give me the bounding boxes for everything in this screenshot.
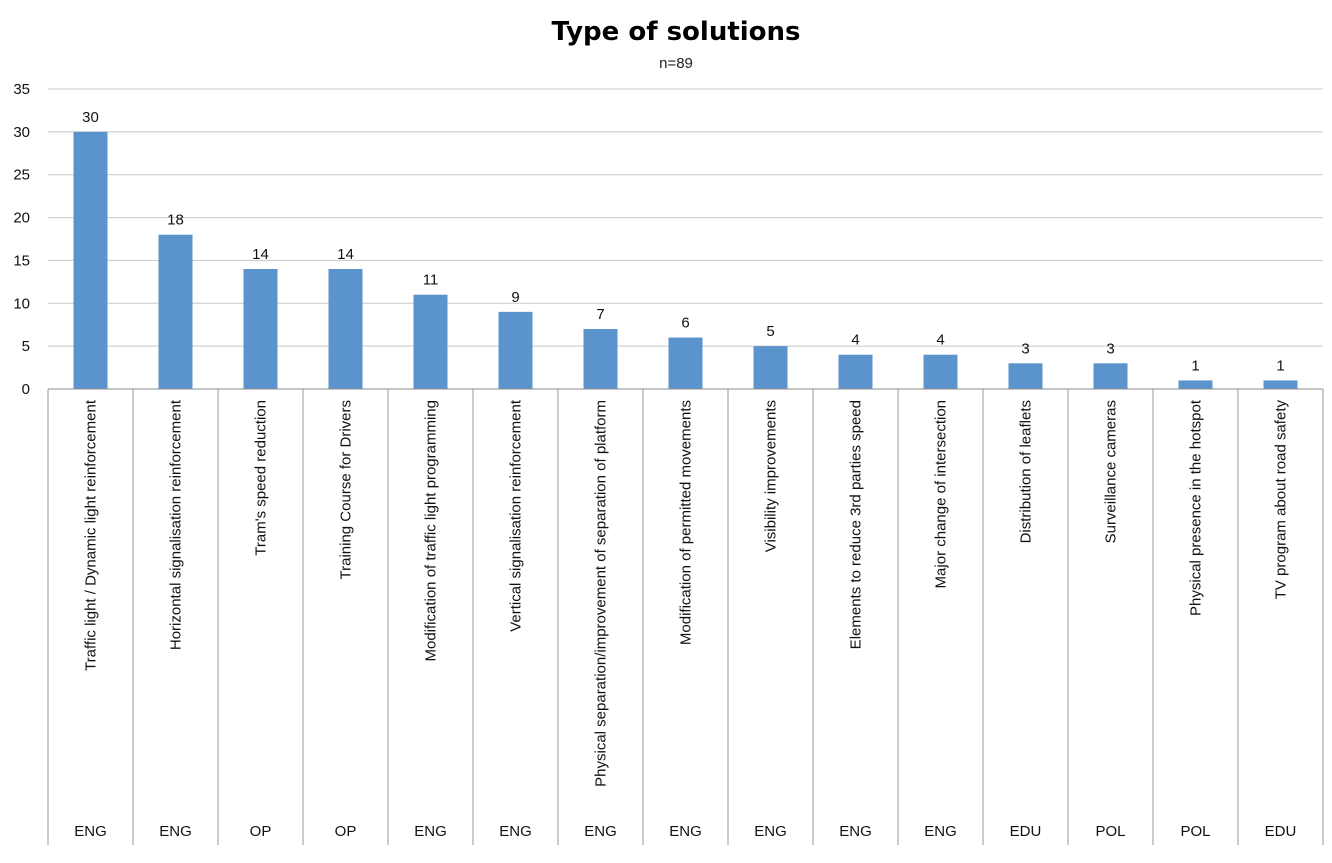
- data-label: 3: [1106, 340, 1114, 357]
- gridlines: [48, 88, 1323, 347]
- bars: [73, 131, 1298, 389]
- y-tick-label: 35: [13, 81, 30, 98]
- group-label: ENG: [499, 823, 532, 840]
- data-label: 3: [1021, 340, 1029, 357]
- category-label: Major change of intersection: [933, 400, 950, 588]
- data-label: 14: [252, 246, 269, 263]
- chart-title: Type of solutions: [551, 17, 800, 47]
- category-label-line: Tram's speed reduction: [253, 400, 270, 556]
- category-label-line: Traffic light / Dynamic light reinforcem…: [83, 399, 100, 671]
- group-label: ENG: [669, 823, 702, 840]
- y-tick-label: 20: [13, 210, 30, 227]
- group-label: ENG: [924, 823, 957, 840]
- category-label: Surveillance cameras: [1103, 400, 1120, 543]
- category-label: Visibility improvements: [763, 400, 780, 552]
- data-label: 4: [936, 332, 944, 349]
- group-label: EDU: [1010, 823, 1042, 840]
- category-label: Modification of traffic light programmin…: [423, 400, 440, 662]
- group-label: ENG: [74, 823, 107, 840]
- category-dividers: [47, 389, 1324, 845]
- y-tick-label: 15: [13, 252, 30, 269]
- category-label: Physical separation/improvement of separ…: [593, 400, 610, 787]
- category-label-line: Modification of permitted movements: [678, 400, 695, 645]
- data-label: 7: [596, 306, 604, 323]
- data-label: 5: [766, 323, 774, 340]
- bar: [1178, 380, 1213, 389]
- category-labels: Traffic light / Dynamic light reinforcem…: [83, 399, 1290, 787]
- category-label: Modification of permitted movements: [678, 400, 695, 645]
- category-label: Tram's speed reduction: [253, 400, 270, 556]
- y-tick-label: 30: [13, 124, 30, 141]
- data-label: 1: [1276, 357, 1284, 374]
- data-label: 6: [681, 315, 689, 332]
- group-label: EDU: [1265, 823, 1297, 840]
- bar: [1263, 380, 1298, 389]
- bar: [243, 269, 278, 389]
- category-label-line: Visibility improvements: [763, 400, 780, 552]
- group-label: ENG: [584, 823, 617, 840]
- category-label-line: Vertical signalisation reinforcement: [508, 399, 525, 632]
- category-label: Vertical signalisation reinforcement: [508, 399, 525, 632]
- category-label: Physical presence in the hotspot: [1188, 399, 1205, 616]
- data-label: 9: [511, 289, 519, 306]
- category-label: Horizontal signalisation reinforcement: [168, 399, 185, 650]
- y-tick-label: 25: [13, 167, 30, 184]
- data-label: 1: [1191, 357, 1199, 374]
- group-label: POL: [1180, 823, 1210, 840]
- data-label: 4: [851, 332, 859, 349]
- bar: [583, 329, 618, 389]
- y-axis-ticks: 0 5 10 15 20 25 30 35: [13, 81, 30, 398]
- category-label-line: Major change of intersection: [933, 400, 950, 588]
- group-label: OP: [335, 823, 357, 840]
- bar: [1008, 363, 1043, 389]
- group-label: ENG: [839, 823, 872, 840]
- category-label-line: Physical separation/improvement of separ…: [593, 400, 610, 787]
- bar: [668, 337, 703, 389]
- group-labels: ENG ENG OP OP ENG ENG ENG ENG ENG ENG ENG EDU POL POL…: [74, 823, 1296, 840]
- bar: [158, 234, 193, 389]
- bar: [1093, 363, 1128, 389]
- group-label: OP: [250, 823, 272, 840]
- group-label: ENG: [159, 823, 192, 840]
- y-tick-label: 10: [13, 295, 30, 312]
- bar: [838, 354, 873, 389]
- category-label-line: Distribution of leaflets: [1018, 400, 1035, 543]
- group-label: POL: [1095, 823, 1125, 840]
- y-tick-label: 0: [22, 381, 30, 398]
- bar: [498, 311, 533, 389]
- category-label-line: Physical presence in the hotspot: [1188, 399, 1205, 616]
- data-label: 14: [337, 246, 354, 263]
- category-label-line: Horizontal signalisation reinforcement: [168, 399, 185, 650]
- category-label: Elements to reduce 3rd parties speed: [848, 400, 865, 649]
- category-label: Distribution of leaflets: [1018, 400, 1035, 543]
- category-label-line: Elements to reduce 3rd parties speed: [848, 400, 865, 649]
- data-label: 30: [82, 109, 99, 126]
- data-label: 11: [423, 272, 439, 289]
- category-label: Traffic light / Dynamic light reinforcem…: [83, 399, 100, 671]
- bar: [73, 131, 108, 389]
- category-label-line: Surveillance cameras: [1103, 400, 1120, 543]
- data-label: 18: [167, 212, 184, 229]
- bar: [328, 269, 363, 389]
- category-label-line: Modification of traffic light programmin…: [423, 400, 440, 662]
- bar: [753, 346, 788, 389]
- category-label-line: Training Course for Drivers: [338, 400, 355, 580]
- chart-subtitle: n=89: [659, 55, 693, 72]
- bar: [413, 294, 448, 389]
- group-label: ENG: [754, 823, 787, 840]
- group-label: ENG: [414, 823, 447, 840]
- category-label: Training Course for Drivers: [338, 400, 355, 580]
- category-label: TV program about road safety: [1273, 400, 1290, 600]
- category-label-line: TV program about road safety: [1273, 400, 1290, 600]
- bar: [923, 354, 958, 389]
- y-tick-label: 5: [22, 338, 30, 355]
